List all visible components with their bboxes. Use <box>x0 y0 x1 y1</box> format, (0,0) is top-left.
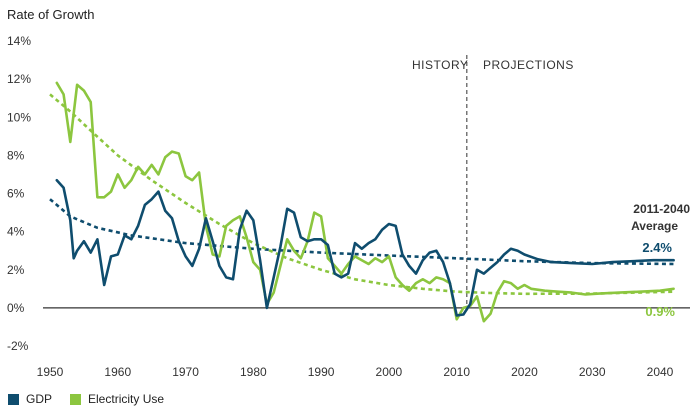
average-label: Average <box>631 219 678 233</box>
x-tick-label: 2010 <box>443 365 470 379</box>
x-tick-label: 2030 <box>579 365 606 379</box>
y-tick-label: 10% <box>7 110 31 124</box>
electricity-swatch <box>70 393 82 405</box>
gdp-trend-line <box>49 198 674 266</box>
legend-item-electricity: Electricity Use <box>70 392 164 406</box>
x-tick-label: 1960 <box>104 365 131 379</box>
x-tick-label: 1990 <box>308 365 335 379</box>
legend-label-electricity: Electricity Use <box>88 392 165 406</box>
y-tick-label: 8% <box>7 148 25 162</box>
x-tick-label: 1950 <box>37 365 64 379</box>
y-tick-label: 6% <box>7 187 25 201</box>
y-tick-label: 14% <box>7 34 31 48</box>
x-tick-label: 1980 <box>240 365 267 379</box>
plot-area <box>43 55 690 323</box>
legend-item-gdp: GDP <box>8 392 52 406</box>
y-tick-label: 2% <box>7 263 25 277</box>
x-axis-ticks: 1950 1960 1970 1980 1990 2000 2010 2020 2030 2040 <box>37 365 674 379</box>
x-tick-label: 2000 <box>376 365 403 379</box>
y-tick-label: -2% <box>7 339 29 353</box>
y-tick-label: 12% <box>7 72 31 86</box>
y-tick-label: 0% <box>7 301 25 315</box>
x-tick-label: 1970 <box>172 365 199 379</box>
average-period-label: 2011-2040 <box>633 202 690 216</box>
electricity-average-value: 0.9% <box>645 304 675 319</box>
gdp-swatch <box>8 393 19 405</box>
gdp-average-value: 2.4% <box>642 240 672 255</box>
y-axis-ticks: -2% 0% 2% 4% 6% 8% 10% 12% 14% <box>7 34 31 353</box>
history-label: HISTORY <box>412 58 468 72</box>
x-tick-label: 2040 <box>647 365 674 379</box>
legend: GDP Electricity Use <box>8 392 182 406</box>
legend-label-gdp: GDP <box>26 392 53 406</box>
y-tick-label: 4% <box>7 225 25 239</box>
y-axis-label: Rate of Growth <box>7 7 94 22</box>
electricity-series-line <box>55 81 675 323</box>
gdp-series-line <box>55 178 675 317</box>
projections-label: PROJECTIONS <box>483 58 574 72</box>
growth-chart: Rate of Growth -2% 0% 2% 4% 6% 8% 10% 12% 14% 19… <box>7 7 690 379</box>
x-tick-label: 2020 <box>511 365 538 379</box>
